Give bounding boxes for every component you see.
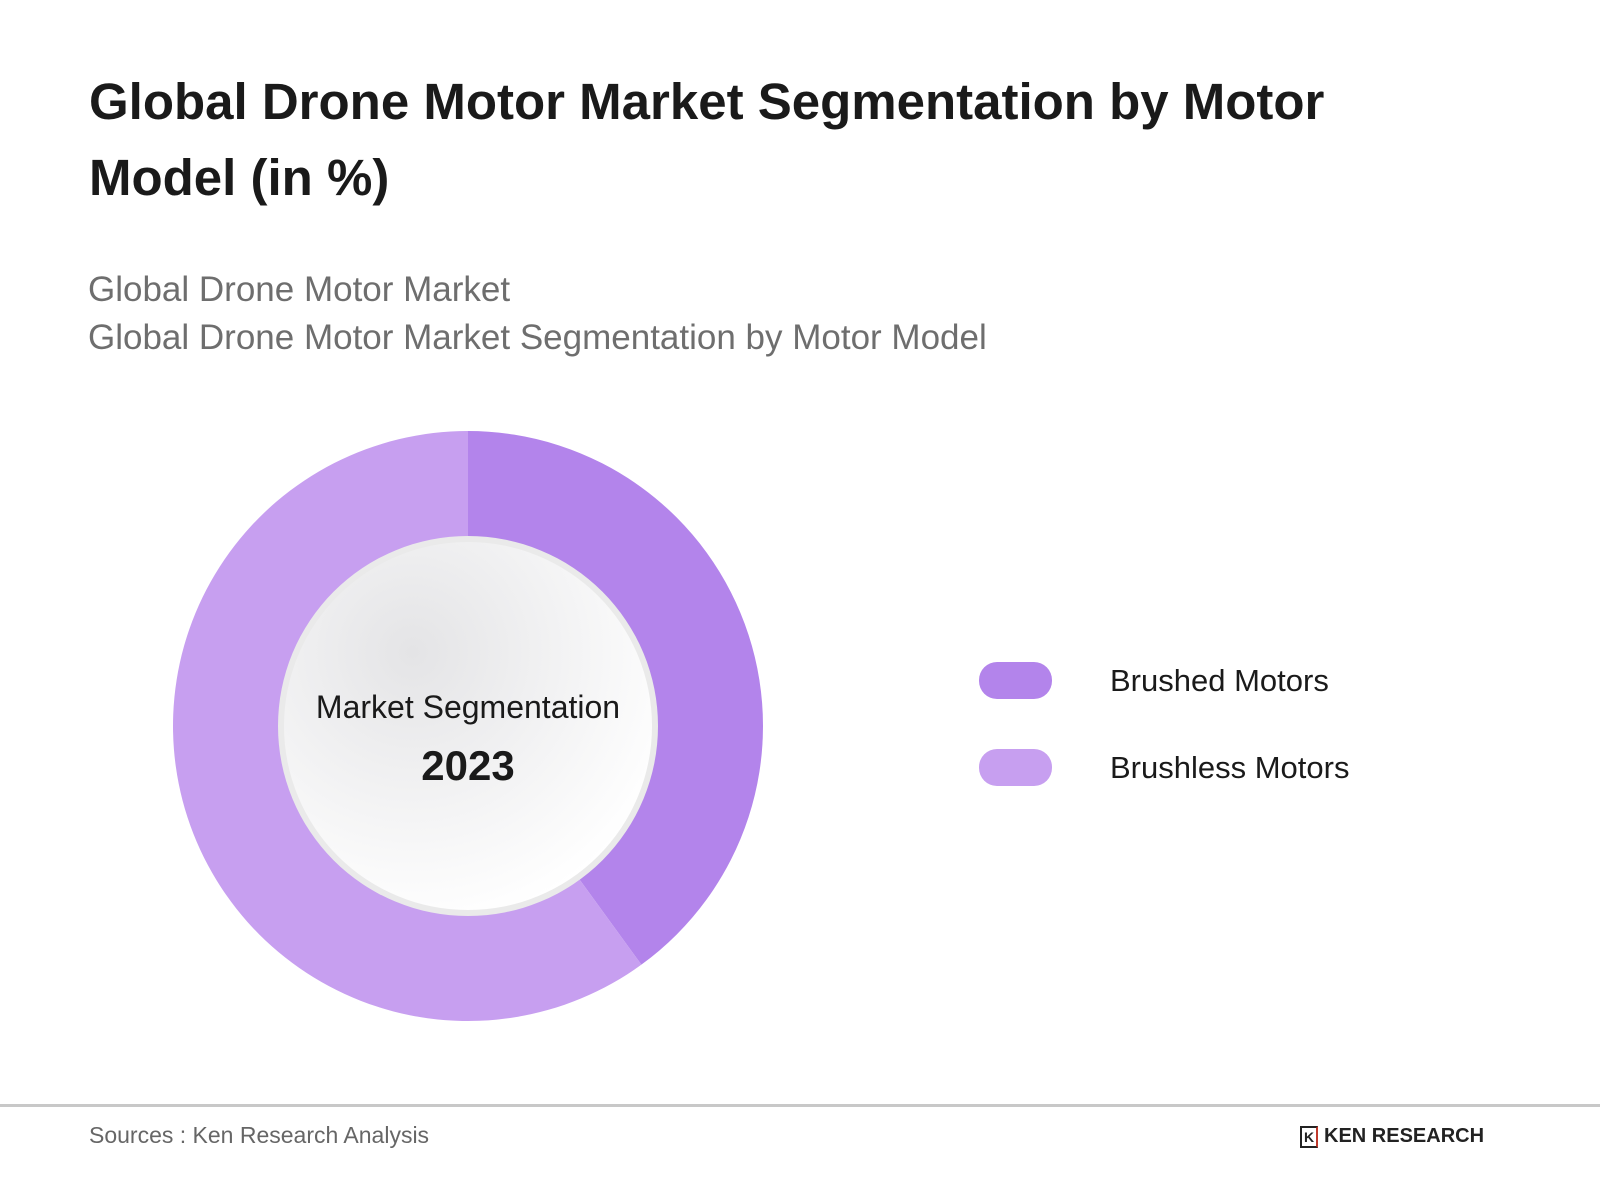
legend-swatch xyxy=(979,662,1052,699)
legend-label: Brushed Motors xyxy=(1110,662,1329,698)
legend-label: Brushless Motors xyxy=(1110,749,1350,785)
logo-k-icon: K xyxy=(1300,1125,1318,1148)
logo-text: KEN RESEARCH xyxy=(1324,1125,1485,1147)
subtitle-market: Global Drone Motor Market xyxy=(88,270,511,309)
legend-item-brushless: Brushless Motors xyxy=(979,749,1349,786)
chart-title: Global Drone Motor Market Segmentation b… xyxy=(89,73,1325,206)
footer-divider xyxy=(0,1104,1600,1107)
subtitle-segmentation: Global Drone Motor Market Segmentation b… xyxy=(88,318,987,357)
center-label: Market Segmentation xyxy=(316,689,620,725)
center-value: 2023 xyxy=(421,742,514,789)
ken-research-logo: K KEN RESEARCH xyxy=(1300,1125,1484,1148)
source-note: Sources : Ken Research Analysis xyxy=(89,1122,430,1148)
center-disc xyxy=(284,542,652,910)
legend-item-brushed: Brushed Motors xyxy=(979,662,1329,699)
legend-swatch xyxy=(979,749,1052,786)
